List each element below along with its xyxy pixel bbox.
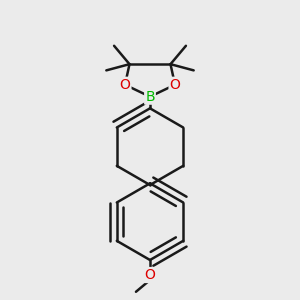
Text: O: O (145, 268, 155, 282)
Text: O: O (169, 78, 180, 92)
Text: O: O (120, 78, 130, 92)
Text: B: B (145, 90, 155, 104)
